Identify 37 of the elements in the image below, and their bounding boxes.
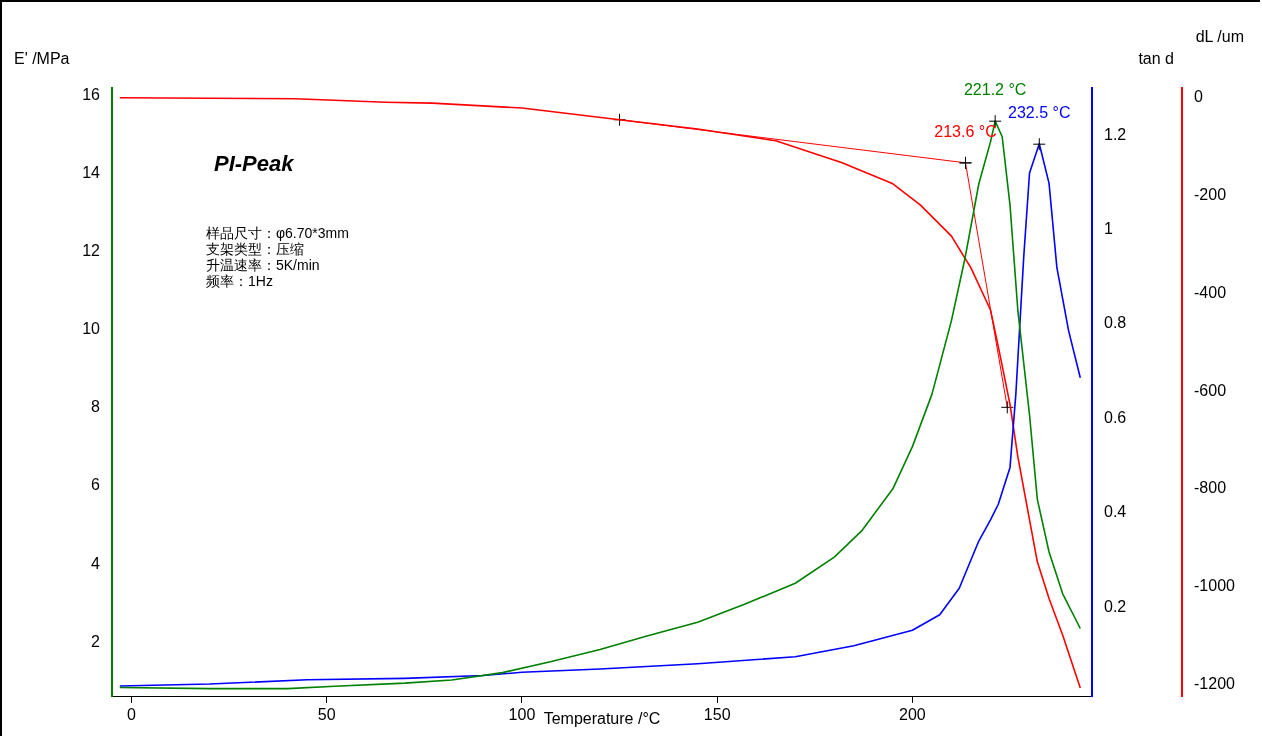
y3-tick-label: -800	[1194, 479, 1227, 497]
y-tick-label: 12	[82, 242, 101, 260]
y-tick-label: 2	[91, 632, 101, 650]
y-tick-label: 4	[91, 554, 101, 572]
y2-tick-label: 0.4	[1104, 503, 1127, 521]
annotation: 支架类型：压缩	[206, 241, 304, 257]
y2-tick-label: 0.2	[1104, 597, 1127, 615]
x-tick-label: 200	[899, 705, 926, 723]
y3-tick-label: 0	[1194, 88, 1203, 106]
x-tick-label: 150	[703, 705, 731, 723]
y2-tick-label: 1.2	[1104, 125, 1127, 143]
x-axis-title: Temperature /°C	[543, 710, 661, 727]
y-tick-label: 16	[82, 86, 101, 104]
y3-tick-label: -1200	[1194, 674, 1236, 692]
y3-tick-label: -400	[1194, 283, 1227, 301]
y3-tick-label: -200	[1194, 185, 1227, 203]
y3-tick-label: -600	[1194, 381, 1227, 399]
y-tick-label: 14	[82, 164, 101, 182]
y3-tick-label: -1000	[1194, 577, 1236, 595]
y2-tick-label: 1	[1104, 219, 1113, 237]
y2-tick-label: 0.8	[1104, 314, 1127, 332]
y3-axis-title: dL /um	[1195, 28, 1244, 45]
x-tick-label: 50	[317, 705, 336, 723]
text: PI-Peak	[214, 151, 296, 176]
y2-tick-label: 0.6	[1104, 408, 1127, 426]
y-axis-title: E' /MPa	[14, 50, 70, 67]
y-tick-label: 8	[91, 398, 101, 416]
y-tick-label: 10	[82, 320, 101, 338]
annotation: 频率：1Hz	[206, 273, 273, 289]
annotation: 232.5 °C	[1008, 104, 1071, 122]
x-tick-label: 0	[127, 705, 137, 723]
annotation: 升温速率：5K/min	[206, 257, 320, 273]
x-tick-label: 100	[508, 705, 536, 723]
annotation: 样品尺寸：φ6.70*3mm	[206, 225, 349, 241]
y2-axis-title: tan d	[1138, 50, 1174, 67]
y-tick-label: 6	[91, 476, 101, 494]
annotation: 221.2 °C	[963, 81, 1027, 99]
